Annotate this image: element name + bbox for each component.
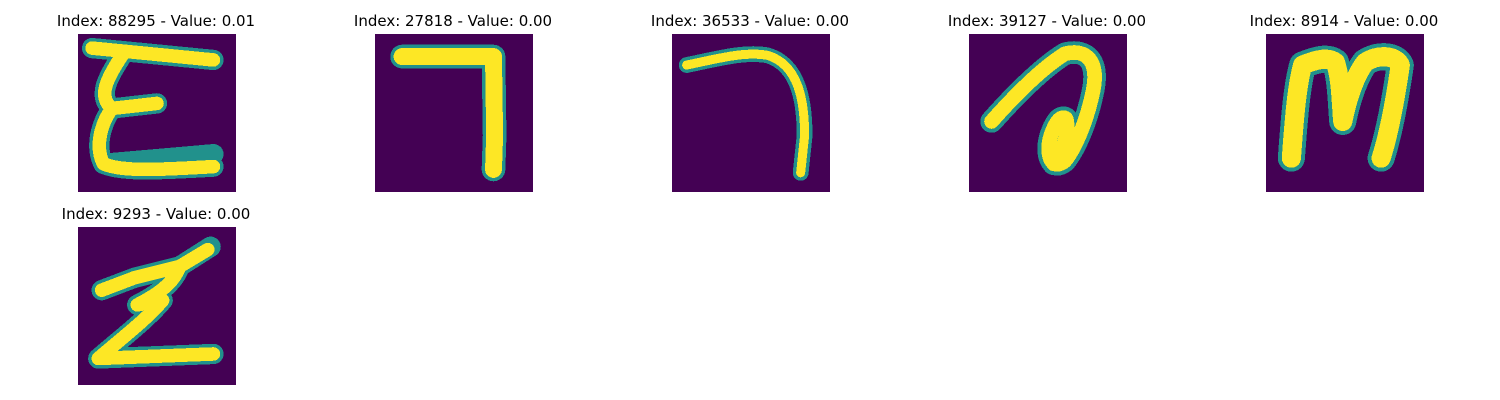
panel-title: Index: 27818 - Value: 0.00 xyxy=(353,12,553,30)
digit-image xyxy=(78,227,236,385)
digit-image xyxy=(969,34,1127,192)
panel-title: Index: 9293 - Value: 0.00 xyxy=(61,205,251,223)
digit-image xyxy=(78,34,236,192)
digit-image xyxy=(375,34,533,192)
digit-image xyxy=(672,34,830,192)
panel-title: Index: 8914 - Value: 0.00 xyxy=(1249,12,1439,30)
panel-title: Index: 36533 - Value: 0.00 xyxy=(650,12,850,30)
panel-title: Index: 39127 - Value: 0.00 xyxy=(947,12,1147,30)
digit-image xyxy=(1266,34,1424,192)
panel-title: Index: 88295 - Value: 0.01 xyxy=(56,12,256,30)
